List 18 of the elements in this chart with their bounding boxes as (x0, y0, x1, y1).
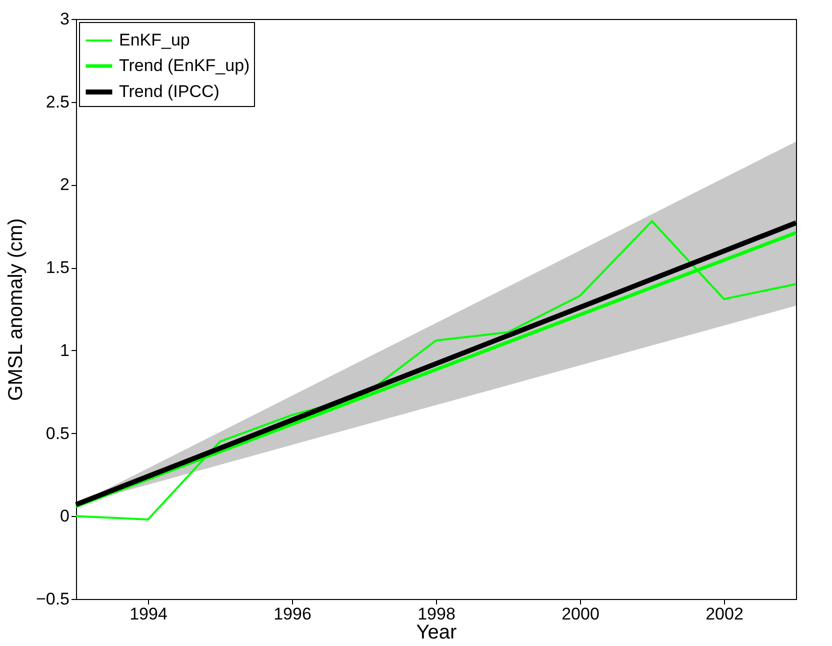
y-tick-label: −0.5 (36, 590, 70, 608)
legend-label: Trend (EnKF_up) (119, 56, 250, 75)
x-tick-label: 2002 (706, 604, 744, 624)
x-tick-label: 1994 (130, 604, 168, 624)
legend-label: EnKF_up (119, 30, 190, 50)
y-tick-label: 1 (60, 340, 70, 360)
x-tick-label: 2000 (562, 604, 600, 624)
y-tick-label: 0 (60, 506, 70, 526)
x-axis-title: Year (416, 622, 458, 644)
y-tick-label: 2.5 (46, 92, 70, 112)
y-tick-label: 1.5 (46, 258, 70, 278)
x-tick-label: 1996 (274, 604, 312, 624)
x-tick-label: 1998 (418, 604, 456, 624)
y-tick-label: 3 (60, 10, 70, 28)
y-axis-title: GMSL anomaly (cm) (4, 218, 27, 401)
y-tick-label: 2 (60, 175, 70, 194)
legend-label: Trend (IPCC) (119, 82, 220, 101)
y-tick-label: 0.5 (46, 424, 70, 443)
